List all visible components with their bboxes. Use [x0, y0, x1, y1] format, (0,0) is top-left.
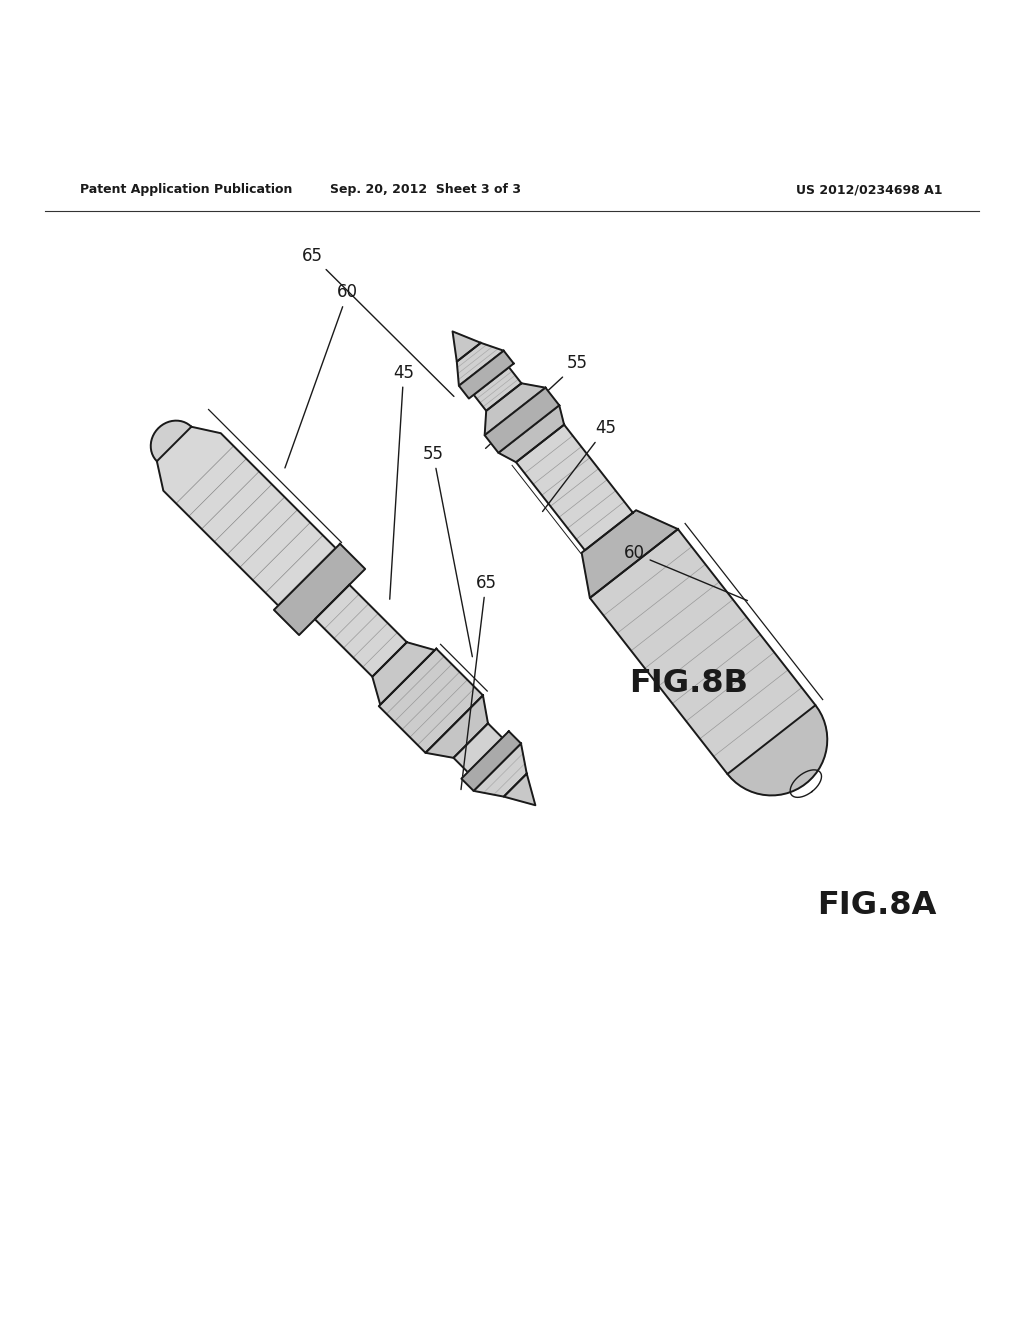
Polygon shape	[453, 331, 481, 362]
Text: 45: 45	[543, 420, 616, 512]
Polygon shape	[314, 585, 407, 677]
Polygon shape	[484, 388, 559, 453]
Polygon shape	[727, 705, 827, 796]
Polygon shape	[157, 426, 336, 606]
Text: Patent Application Publication: Patent Application Publication	[80, 183, 293, 197]
Polygon shape	[457, 343, 504, 385]
Polygon shape	[484, 383, 546, 436]
Polygon shape	[474, 367, 521, 411]
Text: US 2012/0234698 A1: US 2012/0234698 A1	[797, 183, 943, 197]
Text: 65: 65	[461, 574, 497, 789]
Text: 55: 55	[485, 355, 588, 449]
Polygon shape	[151, 421, 191, 461]
Polygon shape	[454, 723, 503, 772]
Text: FIG.8B: FIG.8B	[629, 668, 748, 698]
Polygon shape	[473, 743, 526, 796]
Polygon shape	[379, 648, 483, 752]
Polygon shape	[590, 529, 815, 774]
Polygon shape	[504, 774, 536, 805]
Text: 60: 60	[285, 284, 358, 469]
Text: 60: 60	[624, 544, 748, 601]
Polygon shape	[426, 696, 488, 758]
Polygon shape	[274, 544, 366, 635]
Polygon shape	[499, 405, 564, 462]
Polygon shape	[516, 425, 633, 550]
Text: FIG.8A: FIG.8A	[817, 890, 936, 921]
Text: 55: 55	[423, 445, 472, 657]
Text: Sep. 20, 2012  Sheet 3 of 3: Sep. 20, 2012 Sheet 3 of 3	[330, 183, 521, 197]
Text: 45: 45	[390, 363, 414, 599]
Polygon shape	[462, 731, 521, 791]
Polygon shape	[373, 643, 435, 705]
Text: 65: 65	[302, 247, 454, 396]
Polygon shape	[582, 511, 678, 598]
Polygon shape	[459, 351, 514, 399]
